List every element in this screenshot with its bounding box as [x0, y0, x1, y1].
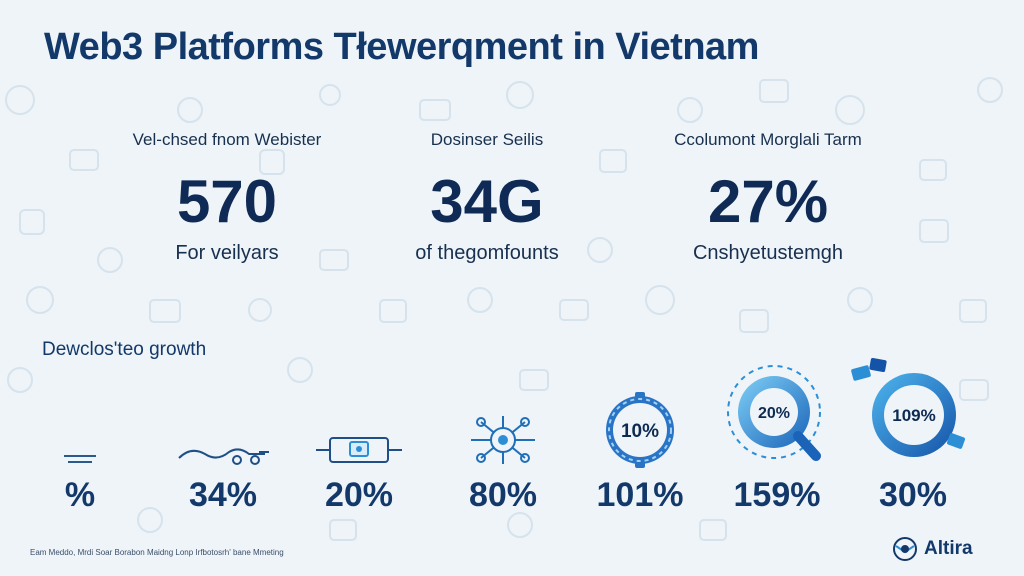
stat-subtitle: For veilyars	[175, 242, 279, 264]
growth-metric-3: 20%	[294, 380, 424, 515]
growth-metric-6: 20% 159%	[712, 365, 842, 515]
metric-value: 80%	[468, 476, 538, 514]
stat-label: Dosinser Seilis	[430, 130, 544, 149]
ring-label: 20%	[758, 405, 790, 422]
stat-value: 34G	[430, 168, 544, 235]
page-title: Web3 Platforms Tłewerqment in Vietnam	[44, 26, 759, 68]
brand-name: Altira	[924, 538, 973, 559]
growth-metric-5: 10% 101%	[575, 380, 705, 515]
stat-label: Vel-chsed fnom Webister	[132, 130, 322, 149]
metric-value: 30%	[878, 476, 948, 514]
drone-network-icon	[471, 416, 535, 464]
metric-value: 101%	[596, 476, 684, 514]
stat-card-3: Ccolumont Morglali Tarm 27% Cnshyetustem…	[648, 130, 888, 265]
ring-label: 10%	[621, 421, 659, 442]
footer-note: Eam Meddo, Mrdi Soar Borabon Maidng Lonp…	[30, 548, 284, 557]
metric-value: 34%	[188, 476, 258, 514]
stat-subtitle: of thegomfounts	[415, 242, 559, 264]
metric-value: 159%	[733, 476, 821, 514]
brand-logo: Altira	[892, 536, 973, 562]
stat-value: 570	[176, 168, 278, 235]
magnifier-ring-icon: 20%	[727, 365, 821, 461]
growth-metric-7: 109% 30%	[848, 358, 978, 515]
stat-card-1: Vel-chsed fnom Webister 570 For veilyars	[107, 130, 347, 265]
stat-subtitle: Cnshyetustemgh	[692, 242, 844, 264]
gauge-ring-icon: 10%	[606, 392, 674, 468]
network-frame-icon	[316, 437, 402, 463]
stat-card-2: Dosinser Seilis 34G of thegomfounts	[367, 130, 607, 265]
growth-metric-4: 80%	[438, 380, 568, 515]
stat-value: 27%	[707, 168, 829, 235]
growth-metric-1: %	[15, 380, 145, 515]
stat-label: Ccolumont Morglali Tarm	[674, 130, 862, 149]
metric-value: %	[64, 476, 96, 514]
globe-logo-icon	[893, 537, 917, 561]
growth-metric-2: 34%	[158, 380, 288, 515]
car-sketch-icon	[178, 448, 269, 465]
growth-section-title: Dewclos'teo growth	[42, 339, 207, 360]
progress-ring-icon: 109%	[851, 358, 966, 457]
ring-label: 109%	[892, 406, 935, 425]
metric-value: 20%	[324, 476, 394, 514]
dash-lines-icon	[64, 455, 96, 463]
